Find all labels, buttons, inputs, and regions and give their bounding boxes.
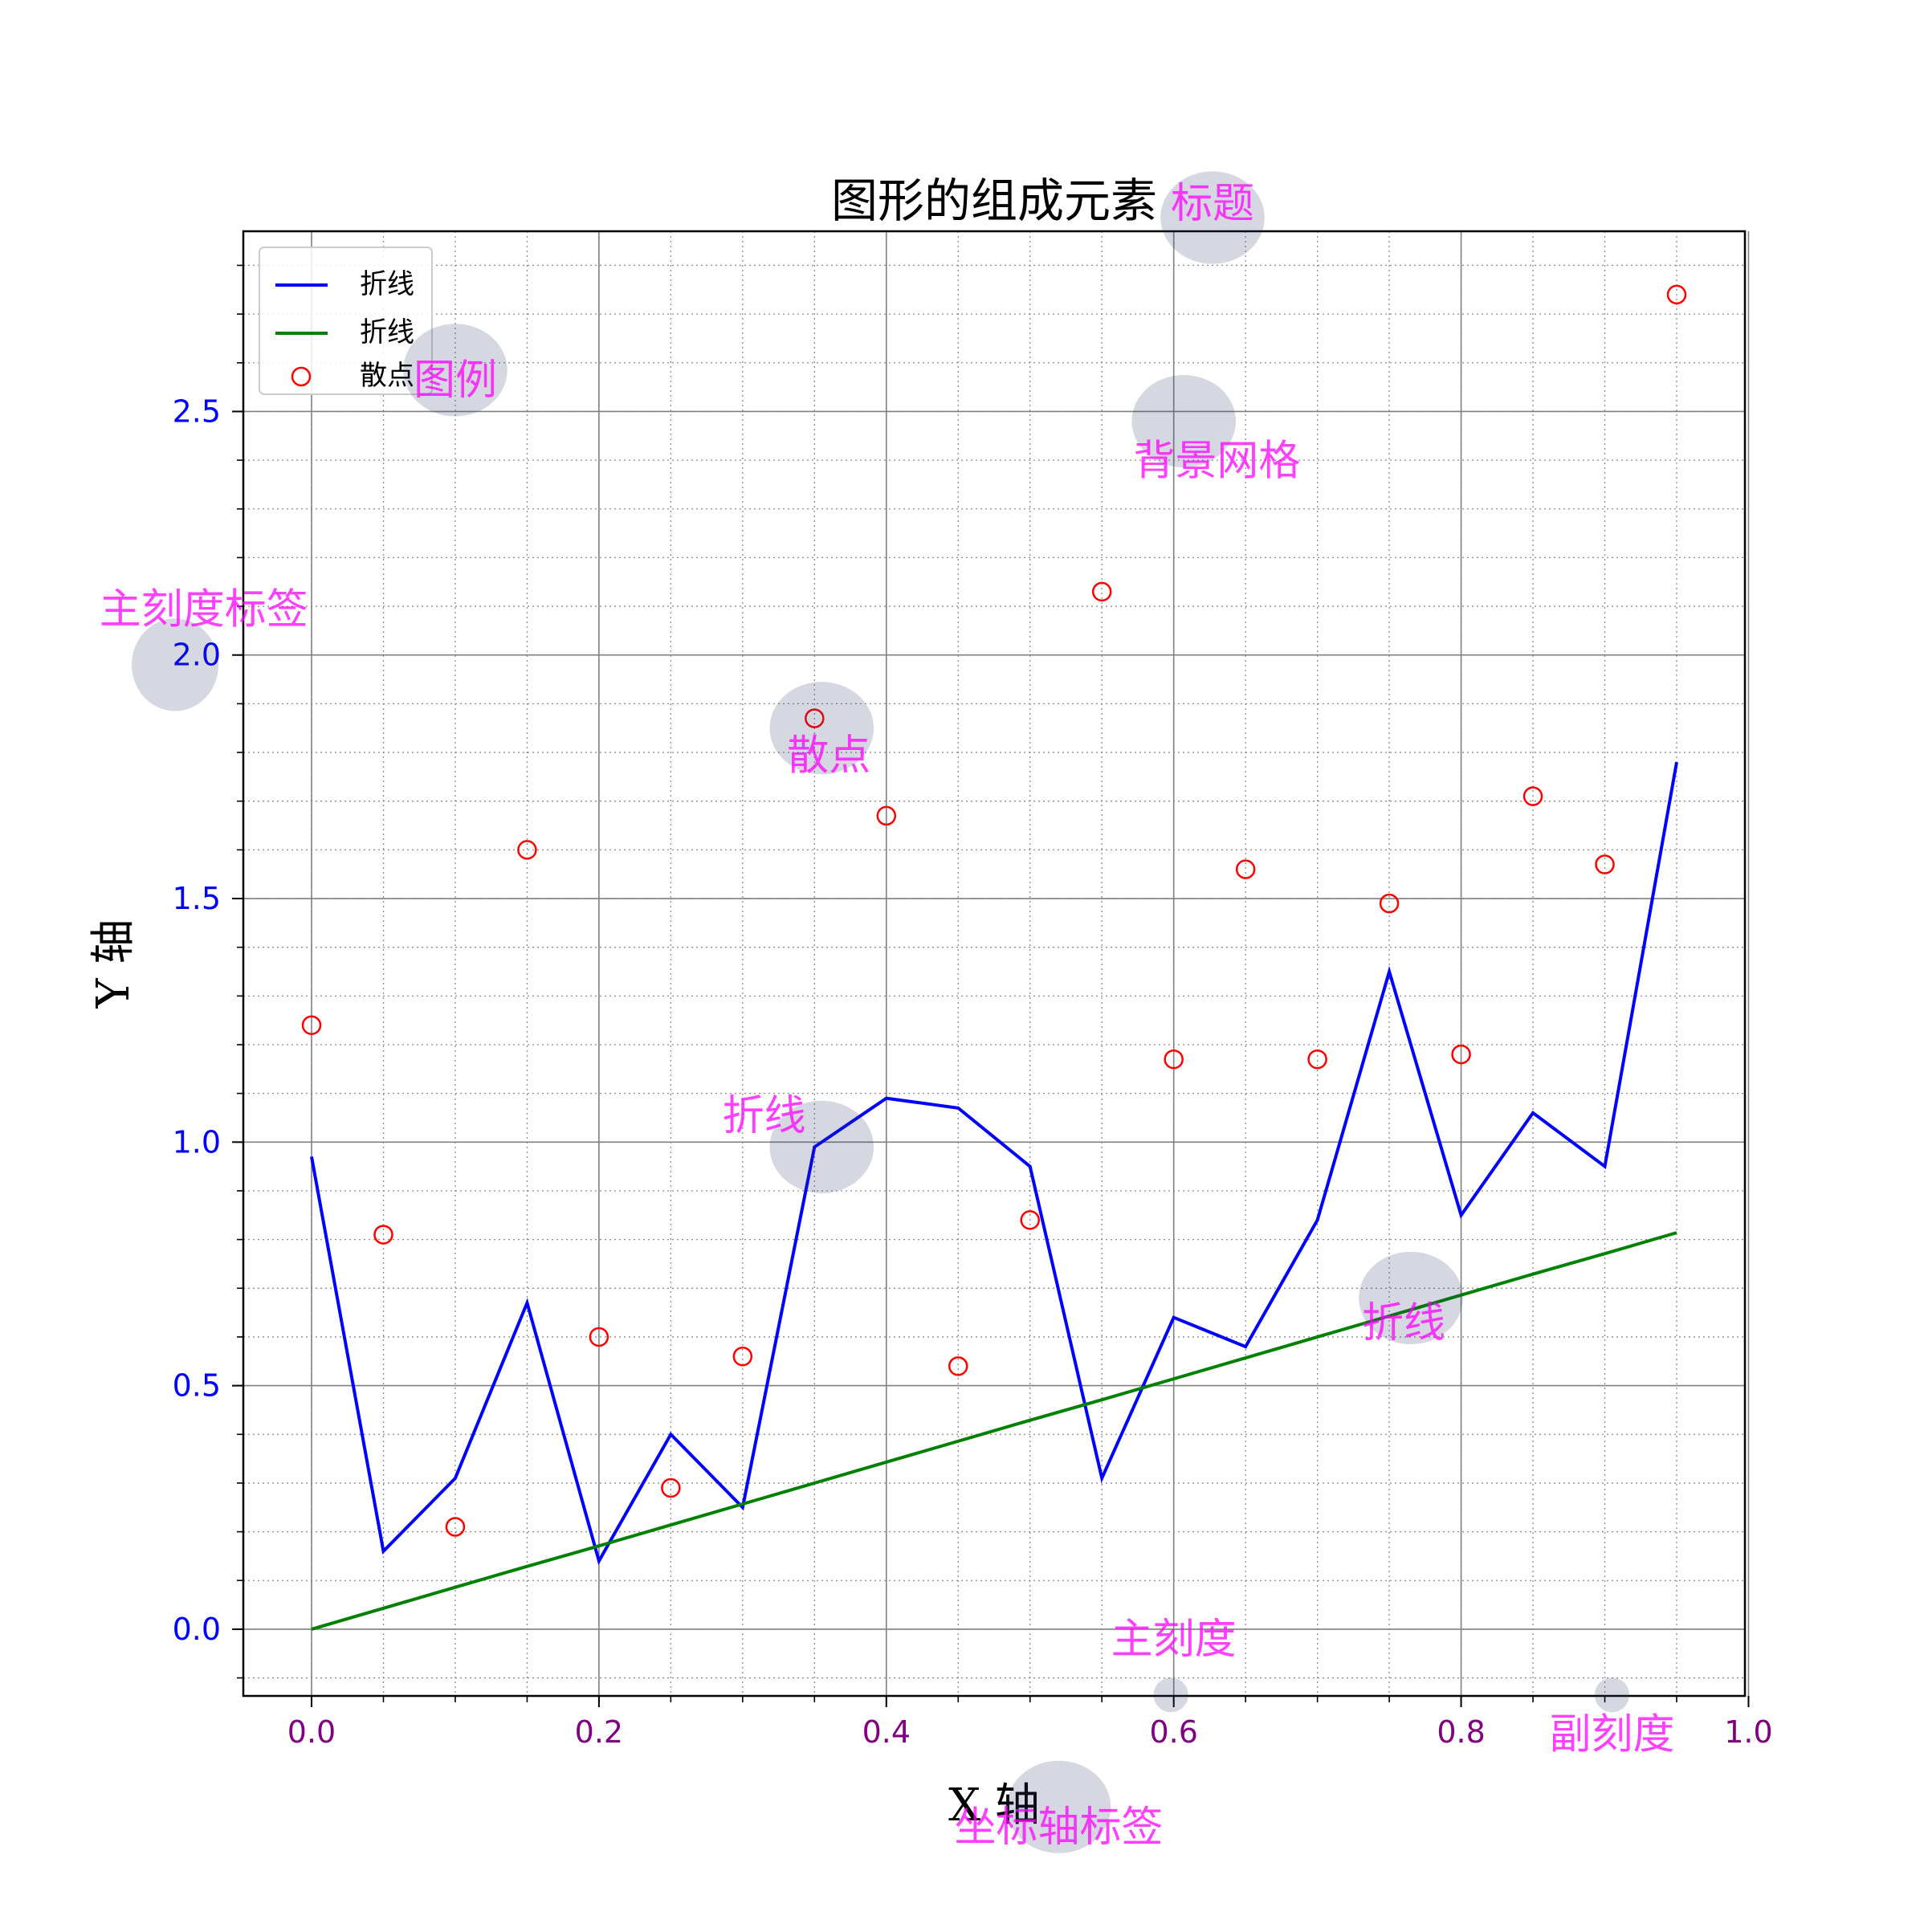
scatter-point bbox=[373, 1225, 393, 1245]
annotation-label: 折线 bbox=[723, 1092, 806, 1140]
x-axis-label: X 轴 bbox=[948, 1779, 1040, 1832]
annotation-label: 图例 bbox=[414, 357, 497, 405]
scatter-point bbox=[1235, 859, 1256, 879]
scatter-point bbox=[301, 1015, 322, 1035]
scatter-point bbox=[948, 1356, 968, 1376]
scatter-point bbox=[1451, 1044, 1471, 1065]
y-tick-label: 2.0 bbox=[173, 638, 221, 673]
annotation-bubble bbox=[1153, 1677, 1188, 1713]
scatter-point bbox=[1666, 284, 1687, 305]
y-tick-label: 1.5 bbox=[173, 881, 221, 916]
scatter-point bbox=[1379, 893, 1400, 914]
legend: 折线 折线 散点 bbox=[259, 247, 433, 395]
legend-marker-scatter bbox=[291, 366, 312, 387]
legend-entry-label: 散点 bbox=[360, 360, 414, 392]
annotation-bubble bbox=[132, 618, 218, 711]
scatter-point bbox=[1020, 1210, 1040, 1230]
scatter-point bbox=[732, 1346, 753, 1367]
scatter-point bbox=[1091, 581, 1112, 602]
annotation-bubble bbox=[1160, 171, 1265, 264]
tick-layer: 0.0 0.2 0.4 0.6 0.8 1.0 0.0 0.5 1.0 1.5 2.0 2.5 bbox=[173, 264, 1773, 1750]
x-tick-label: 0.4 bbox=[862, 1714, 911, 1750]
annotation-label: 折线 bbox=[1362, 1299, 1445, 1347]
chart-title: 图形的组成元素 bbox=[831, 173, 1157, 228]
y-axis-label: Y 轴 bbox=[88, 919, 140, 1009]
annotation-label: 背景网格 bbox=[1133, 437, 1300, 485]
scatter-point bbox=[1164, 1049, 1184, 1070]
axes-frame bbox=[242, 230, 1747, 1698]
scatter-point bbox=[1595, 854, 1615, 874]
scatter-point bbox=[1307, 1049, 1327, 1070]
annotation-label: 主刻度 bbox=[1111, 1616, 1237, 1664]
x-tick-label: 0.0 bbox=[287, 1714, 336, 1750]
series-line bbox=[311, 1231, 1677, 1631]
x-tick-label: 0.8 bbox=[1437, 1714, 1485, 1750]
annotation-label: 主刻度标签 bbox=[100, 585, 308, 634]
x-tick-label: 0.2 bbox=[575, 1714, 623, 1750]
y-tick-label: 0.0 bbox=[173, 1612, 221, 1647]
scatter-point bbox=[445, 1517, 466, 1537]
scatter-point bbox=[589, 1327, 609, 1347]
y-tick-label: 2.5 bbox=[173, 393, 221, 429]
scatter-point bbox=[805, 708, 825, 728]
annotation-label: 散点 bbox=[787, 732, 870, 780]
scatter-point bbox=[1522, 786, 1543, 806]
scatter-point bbox=[517, 840, 537, 860]
annotation-bubble bbox=[1594, 1677, 1630, 1713]
annotation-label: 标题 bbox=[1171, 180, 1254, 228]
annotation-label: 坐标轴标签 bbox=[955, 1804, 1164, 1852]
series-layer bbox=[301, 284, 1687, 1631]
scatter-point bbox=[876, 805, 897, 826]
annotation-label: 副刻度 bbox=[1549, 1711, 1674, 1759]
annotation-bubble bbox=[403, 324, 507, 417]
scatter-point bbox=[661, 1478, 681, 1498]
y-tick-label: 0.5 bbox=[173, 1368, 221, 1404]
annotation-bubble bbox=[1006, 1760, 1111, 1853]
legend-entry-label: 折线 bbox=[360, 268, 414, 300]
annotation-bubble bbox=[1359, 1251, 1463, 1345]
annotation-bubble bbox=[1131, 374, 1237, 468]
annotation-bubble bbox=[769, 1100, 874, 1193]
x-tick-label: 0.6 bbox=[1149, 1714, 1197, 1750]
series-line bbox=[310, 761, 1678, 1566]
background-grid bbox=[243, 231, 1750, 1696]
x-tick-label: 1.0 bbox=[1724, 1714, 1772, 1750]
y-tick-label: 1.0 bbox=[173, 1124, 221, 1160]
legend-entry-label: 折线 bbox=[360, 316, 414, 348]
annotation-bubble bbox=[769, 682, 874, 775]
